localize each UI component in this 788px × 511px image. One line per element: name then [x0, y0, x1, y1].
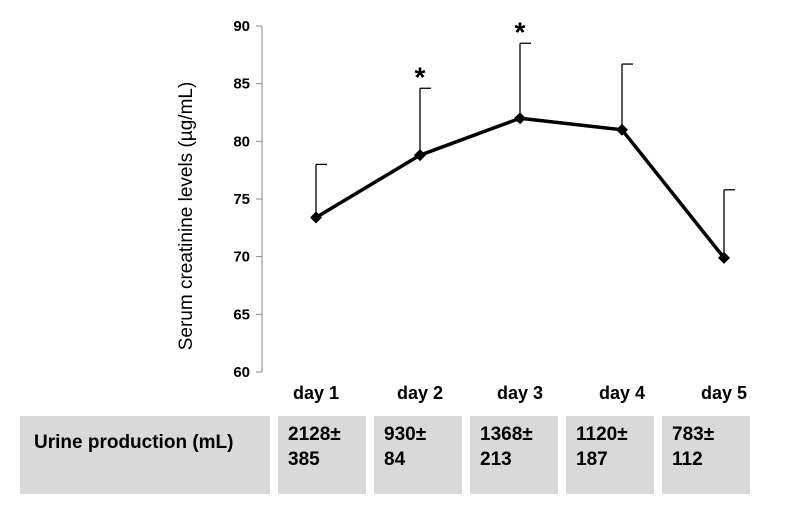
urine-sd: 112 [672, 449, 703, 470]
series-line-group [315, 116, 726, 259]
data-point-marker [718, 251, 730, 264]
data-point-marker [616, 123, 628, 136]
x-tick-label: day 4 [599, 383, 645, 403]
data-point-marker [514, 112, 526, 125]
urine-cell-day3: 1368± 213 [470, 416, 558, 494]
urine-mean: 783± [672, 424, 715, 445]
urine-sd: 84 [384, 449, 406, 470]
y-tick-label: 70 [233, 249, 250, 266]
urine-cell-day5: 783± 112 [662, 416, 750, 494]
error-bars [315, 42, 735, 258]
x-tick-label: day 2 [397, 383, 443, 403]
urine-sd: 385 [288, 449, 320, 470]
urine-cell-day4: 1120± 187 [566, 416, 654, 494]
y-tick-label: 60 [233, 364, 250, 381]
x-tick-label: day 1 [293, 383, 339, 403]
significance-markers: ** [415, 16, 526, 92]
significance-asterisk: * [515, 16, 526, 47]
x-tick-label: day 5 [701, 383, 747, 403]
significance-asterisk: * [415, 61, 426, 92]
urine-mean: 1368± [480, 424, 533, 445]
data-point-marker [414, 149, 426, 162]
y-tick-label: 90 [233, 18, 250, 35]
data-markers [310, 112, 730, 264]
y-tick-label: 80 [233, 133, 250, 150]
y-axis-label: Serum creatinine levels (µg/mL) [176, 82, 197, 351]
line-chart: 60 65 70 75 80 85 90 day 1 day 2 day 3 day 4 day 5… [176, 16, 747, 403]
data-point-marker [310, 211, 322, 224]
urine-sd: 187 [576, 449, 608, 470]
urine-mean: 930± [384, 424, 427, 445]
x-tick-label: day 3 [497, 383, 543, 403]
urine-production-header: Urine production (mL) [20, 416, 270, 494]
urine-production-table: Urine production (mL) 2128± 385 930± 84 … [20, 416, 750, 494]
y-tick-label: 75 [233, 191, 250, 208]
series-line [315, 116, 726, 259]
urine-mean: 2128± [288, 424, 341, 445]
urine-cell-day2: 930± 84 [374, 416, 462, 494]
urine-sd: 213 [480, 449, 512, 470]
x-axis-labels: day 1 day 2 day 3 day 4 day 5 [293, 383, 747, 403]
urine-mean: 1120± [576, 424, 628, 445]
y-tick-label: 65 [233, 306, 250, 323]
urine-cell-day1: 2128± 385 [278, 416, 366, 494]
y-tick-label: 85 [233, 76, 250, 93]
y-axis: 60 65 70 75 80 85 90 [233, 18, 263, 381]
